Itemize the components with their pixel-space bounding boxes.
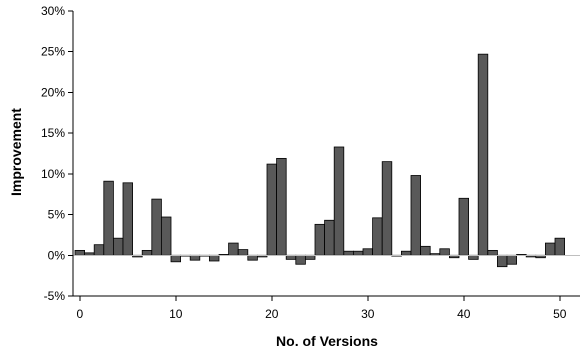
bar-version-41 <box>468 254 479 260</box>
y-tick-label: 20% <box>41 85 65 99</box>
bar-version-18 <box>247 254 258 261</box>
bar-version-34 <box>400 250 412 256</box>
bar-version-28 <box>343 250 354 256</box>
y-axis-ticks: 30% 25% 20% 15% 10% 5% 0% -5% <box>41 4 73 303</box>
bar-version-25 <box>314 223 326 256</box>
bar-version-22 <box>285 254 297 260</box>
bar-version-0 <box>74 249 86 256</box>
bar-version-10 <box>170 254 182 263</box>
x-tick-label: 40 <box>457 307 471 321</box>
bar-version-50 <box>554 237 566 256</box>
bar-version-12 <box>189 254 201 261</box>
bar-version-2 <box>93 244 105 256</box>
bar-version-29 <box>352 250 364 256</box>
bar-version-43 <box>487 249 498 256</box>
bar-version-3 <box>103 180 114 256</box>
bar-version-27 <box>333 146 345 256</box>
bar-version-42 <box>477 53 489 256</box>
bar-version-24 <box>304 254 316 260</box>
y-tick-label: -5% <box>44 289 66 303</box>
y-axis-title: Improvement <box>8 108 24 196</box>
bar-version-4 <box>113 237 124 256</box>
bars-group <box>74 53 566 268</box>
y-tick-label: 15% <box>41 126 65 140</box>
bar-version-26 <box>324 219 335 256</box>
bar-version-31 <box>372 217 383 256</box>
bar-version-38 <box>439 248 450 256</box>
y-tick-label: 30% <box>41 4 65 18</box>
bar-version-7 <box>141 249 153 256</box>
bar-version-32 <box>381 161 393 256</box>
bar-version-21 <box>276 157 287 256</box>
y-tick-label: 25% <box>41 45 65 59</box>
bar-version-44 <box>496 254 508 268</box>
bar-version-23 <box>295 254 306 265</box>
bar-version-20 <box>266 163 278 256</box>
bar-version-8 <box>151 198 162 256</box>
bar-version-49 <box>545 242 556 256</box>
x-axis-title: No. of Versions <box>276 333 378 349</box>
bar-version-30 <box>362 248 374 256</box>
x-tick-label: 0 <box>76 307 83 321</box>
bar-version-5 <box>122 182 134 256</box>
bar-version-36 <box>420 245 431 256</box>
x-axis-ticks: 0 10 20 30 40 50 <box>76 296 567 321</box>
bar-version-16 <box>228 242 239 256</box>
y-tick-label: 10% <box>41 167 65 181</box>
bar-version-35 <box>410 175 422 256</box>
x-tick-label: 30 <box>361 307 375 321</box>
x-tick-label: 10 <box>169 307 183 321</box>
bar-version-40 <box>458 197 470 256</box>
bar-version-45 <box>506 254 518 265</box>
x-tick-label: 20 <box>265 307 279 321</box>
bar-version-17 <box>237 249 249 256</box>
y-tick-label: 0% <box>48 248 66 262</box>
bar-version-9 <box>160 216 172 256</box>
bar-version-14 <box>208 254 220 262</box>
x-tick-label: 50 <box>553 307 567 321</box>
y-tick-label: 5% <box>48 208 66 222</box>
